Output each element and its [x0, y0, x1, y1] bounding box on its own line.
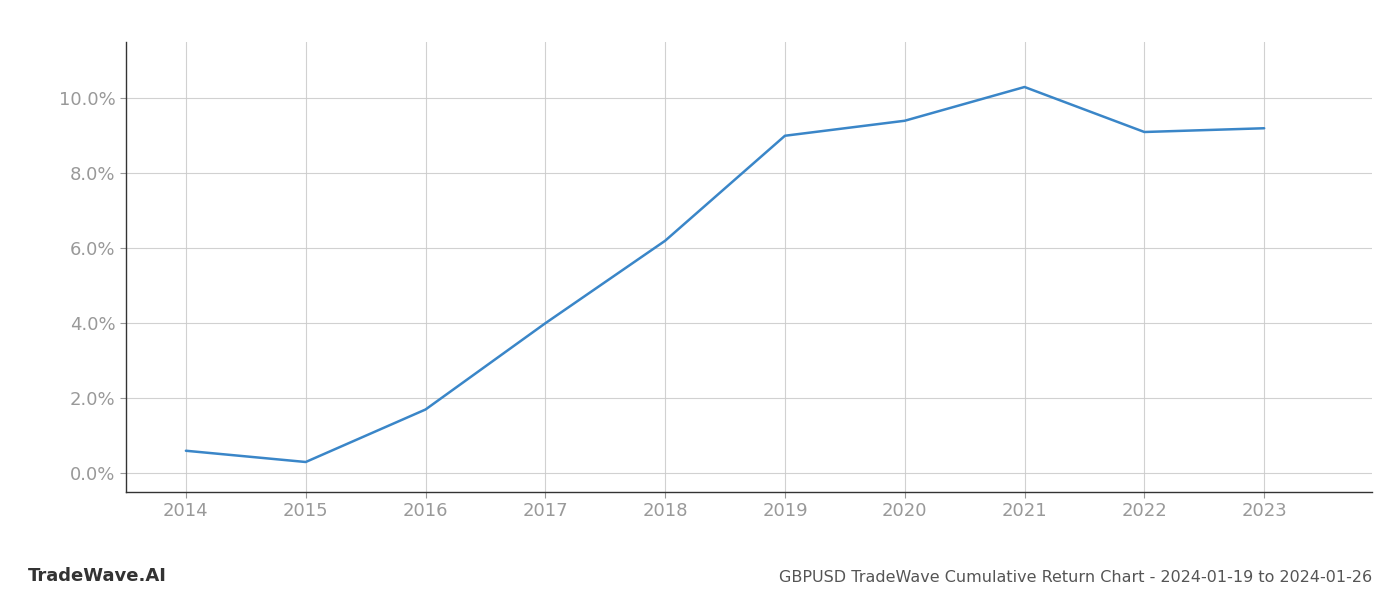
- Text: GBPUSD TradeWave Cumulative Return Chart - 2024-01-19 to 2024-01-26: GBPUSD TradeWave Cumulative Return Chart…: [778, 570, 1372, 585]
- Text: TradeWave.AI: TradeWave.AI: [28, 567, 167, 585]
